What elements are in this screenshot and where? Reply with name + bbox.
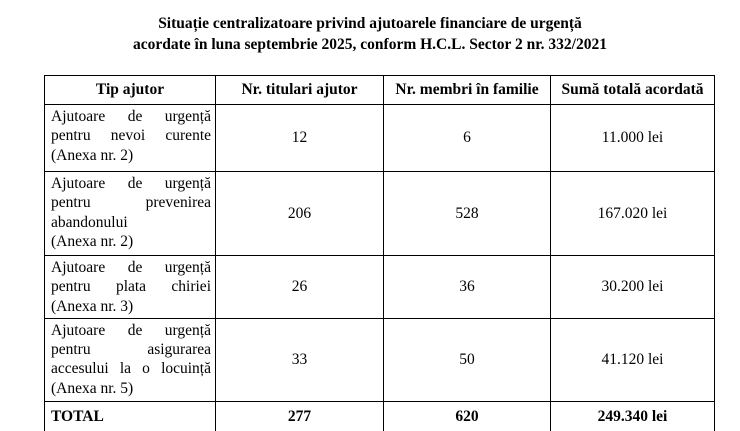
aid-type-line: Ajutoare de urgență xyxy=(51,108,211,125)
table-row-acces-locuinta: Ajutoare de urgență pentru asigurarea ac… xyxy=(44,317,715,402)
aid-type-line: Ajutoare de urgență xyxy=(51,321,211,339)
table-row-plata-chiriei: Ajutoare de urgență pentru plata chiriei… xyxy=(44,255,715,319)
membri-value: 6 xyxy=(383,104,551,172)
aid-summary-table: Tip ajutor Nr. titulari ajutor Nr. membr… xyxy=(44,75,715,431)
membri-value: 36 xyxy=(383,255,551,319)
table-row-nevoi-curente: Ajutoare de urgență pentru nevoi curente… xyxy=(44,104,715,172)
aid-type-line: Ajutoare de urgență xyxy=(51,175,211,192)
aid-type-cell: Ajutoare de urgență pentru nevoi curente… xyxy=(44,104,216,172)
membri-value: 528 xyxy=(383,171,551,256)
aid-type-line: (Anexa nr. 3) xyxy=(51,297,134,315)
aid-type-line: (Anexa nr. 5) xyxy=(51,379,134,397)
col-header-nr-membri: Nr. membri în familie xyxy=(383,75,551,105)
document-title: Situație centralizatoare privind ajutoar… xyxy=(0,13,740,55)
aid-type-line: accesului la o locuință xyxy=(51,360,211,378)
suma-value: 11.000 lei xyxy=(550,104,715,172)
total-titulari-value: 277 xyxy=(215,400,384,431)
aid-type-cell: Ajutoare de urgență pentru prevenirea ab… xyxy=(44,171,216,256)
aid-type-line: abandonului xyxy=(51,213,128,231)
title-line-1: Situație centralizatoare privind ajutoar… xyxy=(158,15,582,32)
titulari-value: 206 xyxy=(215,171,384,256)
col-header-tip-ajutor: Tip ajutor xyxy=(44,75,216,105)
table-row-prevenirea-abandonului: Ajutoare de urgență pentru prevenirea ab… xyxy=(44,171,715,256)
titulari-value: 33 xyxy=(215,317,384,402)
aid-type-line: pentru nevoi curente xyxy=(51,127,211,145)
aid-type-cell: Ajutoare de urgență pentru asigurarea ac… xyxy=(44,317,216,402)
col-header-suma-totala: Sumă totală acordată xyxy=(550,75,715,105)
aid-type-line: (Anexa nr. 2) xyxy=(51,146,134,164)
aid-type-line: Ajutoare de urgență xyxy=(51,259,211,276)
aid-type-line: (Anexa nr. 2) xyxy=(51,232,134,250)
aid-type-line: pentru plata chiriei xyxy=(51,278,211,296)
suma-value: 167.020 lei xyxy=(550,171,715,256)
title-line-2: acordate în luna septembrie 2025, confor… xyxy=(132,36,607,53)
col-header-nr-titulari: Nr. titulari ajutor xyxy=(215,75,384,105)
titulari-value: 26 xyxy=(215,255,384,319)
table-row-total: TOTAL 277 620 249.340 lei xyxy=(44,400,715,431)
suma-value: 30.200 lei xyxy=(550,255,715,319)
aid-type-line: pentru prevenirea xyxy=(51,194,211,212)
header-row: Tip ajutor Nr. titulari ajutor Nr. membr… xyxy=(44,75,715,105)
total-suma-value: 249.340 lei xyxy=(550,400,715,431)
total-membri-value: 620 xyxy=(383,400,551,431)
suma-value: 41.120 lei xyxy=(550,317,715,402)
total-label: TOTAL xyxy=(44,400,216,431)
aid-type-cell: Ajutoare de urgență pentru plata chiriei… xyxy=(44,255,216,319)
aid-type-line: pentru asigurarea xyxy=(51,341,211,359)
membri-value: 50 xyxy=(383,317,551,402)
titulari-value: 12 xyxy=(215,104,384,172)
